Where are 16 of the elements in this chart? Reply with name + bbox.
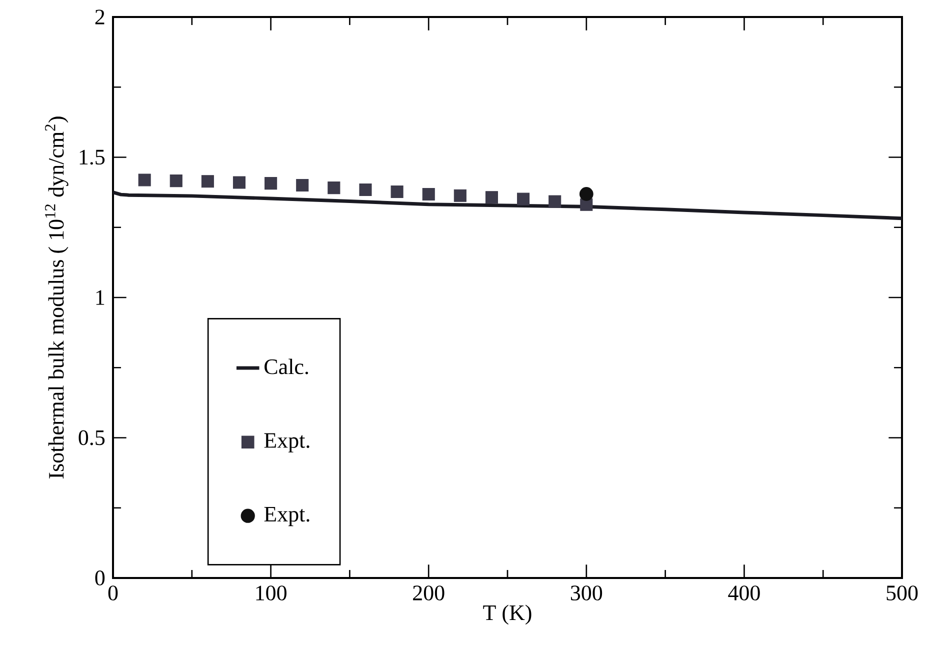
x-tick-label: 300 bbox=[570, 586, 602, 600]
y-tick-label: 1 bbox=[96, 290, 104, 305]
legend-label: Calc. bbox=[264, 358, 308, 374]
y-tick-label: 0.5 bbox=[78, 430, 105, 446]
y-axis-title: Isothermal bulk modulus ( 10$^{12}$ dyn/cm$^{2}$) bbox=[45, 116, 68, 478]
legend-label: Expt. bbox=[264, 506, 310, 526]
y-tick-label: 2 bbox=[95, 10, 104, 24]
x-tick-label: 0 bbox=[108, 586, 118, 600]
x-axis-title: T (K) bbox=[483, 604, 532, 625]
y-tick-label: 0 bbox=[95, 570, 105, 586]
legend-label: Expt. bbox=[264, 433, 310, 452]
x-tick-label: 400 bbox=[728, 586, 760, 600]
x-tick-label: 200 bbox=[413, 586, 444, 600]
y-tick-label: 1.5 bbox=[80, 150, 105, 165]
x-tick-label: 100 bbox=[256, 586, 286, 600]
x-tick-label: 500 bbox=[886, 586, 918, 600]
